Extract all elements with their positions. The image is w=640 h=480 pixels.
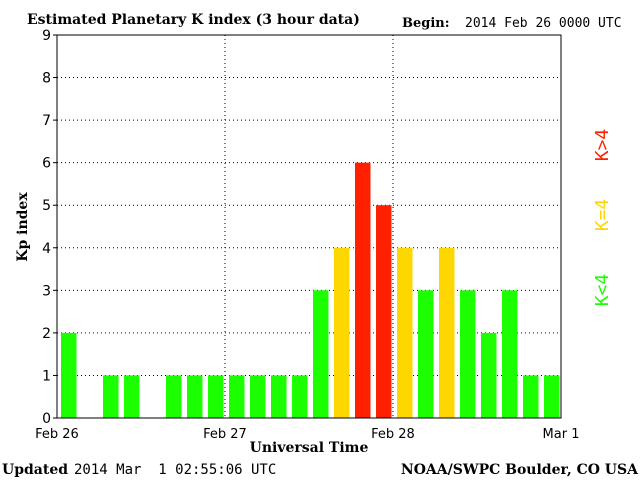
kp-bar — [376, 205, 392, 418]
kp-bar — [460, 290, 476, 418]
kp-bar — [334, 247, 350, 418]
kp-bar — [523, 375, 539, 418]
kp-bar — [187, 375, 203, 418]
source-credit: NOAA/SWPC Boulder, CO USA — [401, 462, 639, 478]
legend-above4: K>4 — [592, 129, 613, 162]
grid — [57, 35, 561, 418]
updated-label: Updated — [2, 462, 68, 478]
kp-bar — [544, 375, 560, 418]
begin-label: Begin: — [402, 16, 450, 31]
kp-bar — [418, 290, 434, 418]
kp-bar — [229, 375, 245, 418]
y-tick-label: 7 — [42, 113, 51, 129]
kp-bar — [439, 247, 455, 418]
kp-bar — [313, 290, 329, 418]
kp-bar — [292, 375, 308, 418]
y-tick-label: 0 — [42, 411, 51, 427]
begin-value: 2014 Feb 26 0000 UTC — [465, 16, 622, 31]
x-tick-label: Mar 1 — [543, 427, 580, 442]
kp-bar — [355, 162, 371, 418]
kp-bar — [103, 375, 119, 418]
legend-below4: K<4 — [592, 274, 613, 307]
updated-value: 2014 Mar 1 02:55:06 UTC — [74, 462, 276, 478]
kp-bar — [124, 375, 140, 418]
legend-equal4: K=4 — [592, 199, 613, 232]
y-tick-label: 6 — [42, 156, 51, 172]
y-tick-label: 8 — [42, 71, 51, 87]
y-tick-label: 4 — [42, 241, 51, 257]
bars — [61, 162, 560, 418]
kp-bar — [481, 332, 497, 418]
kp-bar — [397, 247, 413, 418]
plot-frame — [56, 34, 562, 419]
x-axis-label: Universal Time — [250, 440, 369, 456]
y-tick-label: 5 — [42, 198, 51, 214]
kp-bar — [502, 290, 518, 418]
y-tick-label: 2 — [42, 326, 51, 342]
kp-bar — [271, 375, 287, 418]
y-tick-label: 3 — [42, 283, 51, 299]
x-tick-label: Feb 26 — [35, 427, 79, 442]
y-tick-label: 9 — [42, 28, 51, 44]
kp-bar — [61, 332, 77, 418]
kp-bar — [250, 375, 266, 418]
x-tick-label: Feb 27 — [203, 427, 247, 442]
y-tick-label: 1 — [42, 368, 51, 384]
kp-bar — [208, 375, 224, 418]
kp-bar — [166, 375, 182, 418]
chart-title: Estimated Planetary K index (3 hour data… — [27, 12, 360, 28]
x-tick-label: Feb 28 — [371, 427, 415, 442]
y-axis-label: Kp index — [15, 192, 31, 262]
